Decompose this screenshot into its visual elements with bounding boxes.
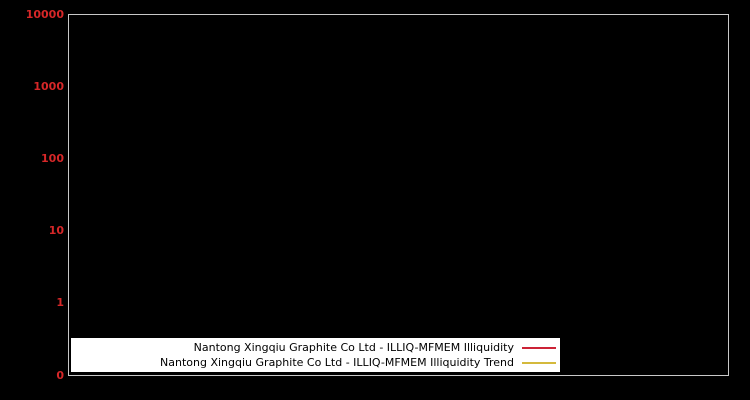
y-tick-0: 0 (56, 369, 64, 382)
legend-item-illiquidity[interactable]: Nantong Xingqiu Graphite Co Ltd - ILLIQ-… (71, 340, 560, 355)
y-tick-10: 10 (48, 224, 64, 237)
legend-swatch-illiquidity (522, 346, 556, 349)
legend-swatch-illiquidity-trend (522, 361, 556, 364)
legend-label-illiquidity-trend: Nantong Xingqiu Graphite Co Ltd - ILLIQ-… (160, 356, 514, 369)
legend-item-illiquidity-trend[interactable]: Nantong Xingqiu Graphite Co Ltd - ILLIQ-… (71, 355, 560, 370)
y-tick-100: 100 (41, 152, 64, 165)
y-tick-10000: 10000 (25, 8, 64, 21)
legend-label-illiquidity: Nantong Xingqiu Graphite Co Ltd - ILLIQ-… (193, 341, 514, 354)
plot-area (68, 14, 729, 376)
y-tick-1: 1 (56, 296, 64, 309)
chart-legend: Nantong Xingqiu Graphite Co Ltd - ILLIQ-… (71, 338, 560, 372)
y-axis: 10000 1000 100 10 1 0 (0, 0, 64, 400)
y-tick-1000: 1000 (33, 80, 64, 93)
